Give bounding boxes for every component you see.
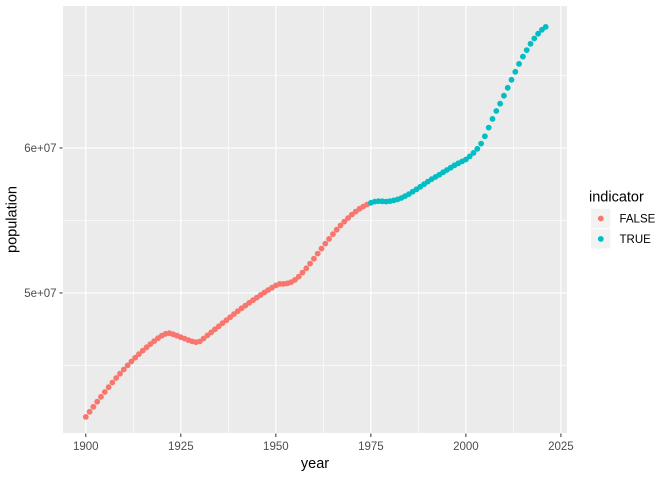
data-point [124,362,131,369]
data-point [345,215,351,221]
y-tick-label: 5e+07 [24,288,56,300]
data-point [143,344,150,351]
data-point [474,145,481,152]
legend-label-false: FALSE [620,214,656,226]
data-point [512,68,519,75]
data-point [105,384,112,391]
data-point [478,140,484,147]
data-point [117,370,123,377]
x-axis-title: year [301,456,329,472]
grid-minor-lines [63,6,567,433]
data-point [311,255,317,262]
data-point [109,379,116,386]
data-point [341,218,348,225]
data-point [292,277,298,283]
x-tick-label: 2000 [453,441,479,453]
data-point [497,100,503,107]
data-point [90,403,97,410]
data-point [128,358,135,365]
data-point [527,40,534,47]
data-point [482,133,488,140]
data-point [94,398,101,405]
data-point [86,408,93,415]
data-point [485,124,492,131]
data-point [314,250,321,257]
x-tick-label: 1975 [358,441,384,453]
data-point [318,245,325,252]
data-point [303,265,310,272]
data-point [82,414,89,420]
legend-title: indicator [589,190,644,206]
y-tick-label: 6e+07 [24,143,56,155]
data-point [470,150,477,156]
legend: indicator FALSE TRUE [589,190,656,249]
legend-dot-false-icon [597,215,604,222]
data-point [139,347,146,354]
plot-panel [63,6,567,433]
data-point [501,92,507,99]
data-point [299,269,306,276]
data-point [333,226,340,233]
data-point [516,61,522,67]
data-point [98,393,104,400]
data-points [82,24,549,420]
data-point [535,30,541,37]
data-point [493,108,500,114]
data-point [523,47,530,53]
axis-tick-marks [59,147,562,437]
data-point [330,231,336,238]
data-point [508,76,515,83]
axis-tick-labels: 1900 1925 1950 1975 2000 2025 5e+07 6e+07 [24,143,574,453]
y-axis-title: population [5,186,21,253]
data-point [322,240,329,247]
data-point [504,84,511,91]
data-point [489,116,496,122]
x-tick-label: 1925 [168,441,194,453]
data-point [120,366,127,373]
data-point [520,53,526,60]
x-tick-label: 2025 [548,441,574,453]
legend-dot-true-icon [597,236,604,242]
data-point [113,375,120,381]
x-tick-label: 1900 [73,441,99,453]
legend-label-true: TRUE [620,234,652,246]
data-point [326,236,332,242]
data-point [337,222,344,229]
data-point [132,354,139,361]
data-point [136,351,142,357]
data-point [531,35,538,42]
grid-major-lines [63,6,567,433]
x-tick-label: 1950 [263,441,289,453]
data-point [101,389,108,395]
data-point [307,260,313,267]
data-point [466,153,473,160]
data-point [295,273,302,280]
data-point [542,24,549,30]
